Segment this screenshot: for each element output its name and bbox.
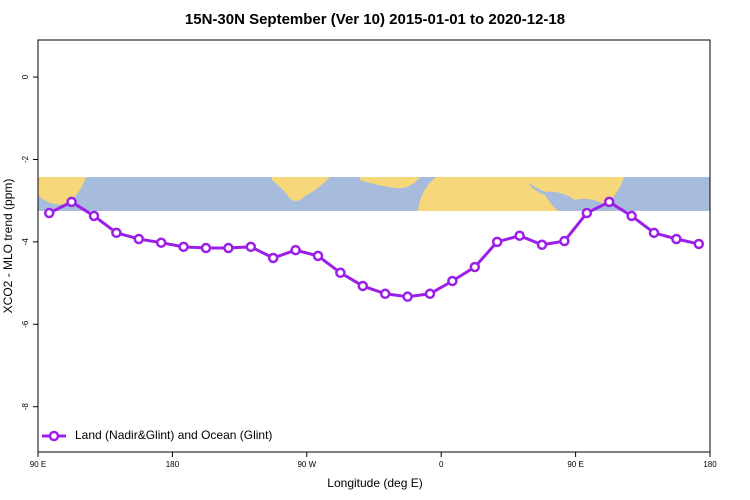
series-line xyxy=(48,200,700,299)
x-tick-label: 180 xyxy=(703,460,717,469)
x-tick-label: 180 xyxy=(166,460,180,469)
y-tick-label: 0 xyxy=(21,74,30,79)
plot-frame xyxy=(37,39,711,453)
point xyxy=(312,250,324,262)
point xyxy=(648,227,660,239)
point xyxy=(469,261,481,273)
point xyxy=(559,235,570,247)
point xyxy=(447,275,458,287)
land xyxy=(360,177,420,189)
y-tick-label: -2 xyxy=(21,155,30,163)
x-tick-label: 0 xyxy=(439,460,444,469)
map-band xyxy=(38,177,710,211)
point xyxy=(66,196,77,208)
point xyxy=(111,227,122,239)
point xyxy=(223,242,234,254)
point xyxy=(155,237,167,248)
land xyxy=(520,177,624,205)
point xyxy=(379,288,391,300)
point xyxy=(514,230,525,241)
point xyxy=(178,241,189,253)
x-tick-label: 90 E xyxy=(30,460,46,469)
point xyxy=(536,239,548,251)
point xyxy=(671,233,682,245)
point xyxy=(491,236,503,248)
point xyxy=(693,238,705,250)
land xyxy=(418,177,560,211)
y-tick-label: -8 xyxy=(21,403,30,411)
point xyxy=(402,291,413,302)
point xyxy=(267,252,279,264)
point xyxy=(43,207,55,219)
point xyxy=(603,196,615,208)
point xyxy=(133,233,145,245)
y-tick-label: -4 xyxy=(21,238,30,246)
point xyxy=(335,267,346,279)
x-tick-label: 90 E xyxy=(567,460,583,469)
land xyxy=(38,177,86,205)
land xyxy=(272,177,330,201)
chart-title: 15N-30N September (Ver 10) 2015-01-01 to… xyxy=(185,11,565,28)
point xyxy=(424,288,436,300)
legend-marker xyxy=(48,430,60,442)
point xyxy=(626,210,637,222)
x-axis-label: Longitude (deg E) xyxy=(327,476,422,490)
point xyxy=(290,244,301,256)
y-tick-label: -6 xyxy=(21,320,30,328)
point xyxy=(357,280,369,292)
y-axis-label: XCO2 - MLO trend (ppm) xyxy=(1,179,15,314)
point xyxy=(88,210,100,222)
point xyxy=(245,241,257,253)
x-tick-label: 90 W xyxy=(297,460,316,469)
point xyxy=(581,207,593,219)
legend-label: Land (Nadir&Glint) and Ocean (Glint) xyxy=(75,428,272,442)
point xyxy=(200,242,212,254)
